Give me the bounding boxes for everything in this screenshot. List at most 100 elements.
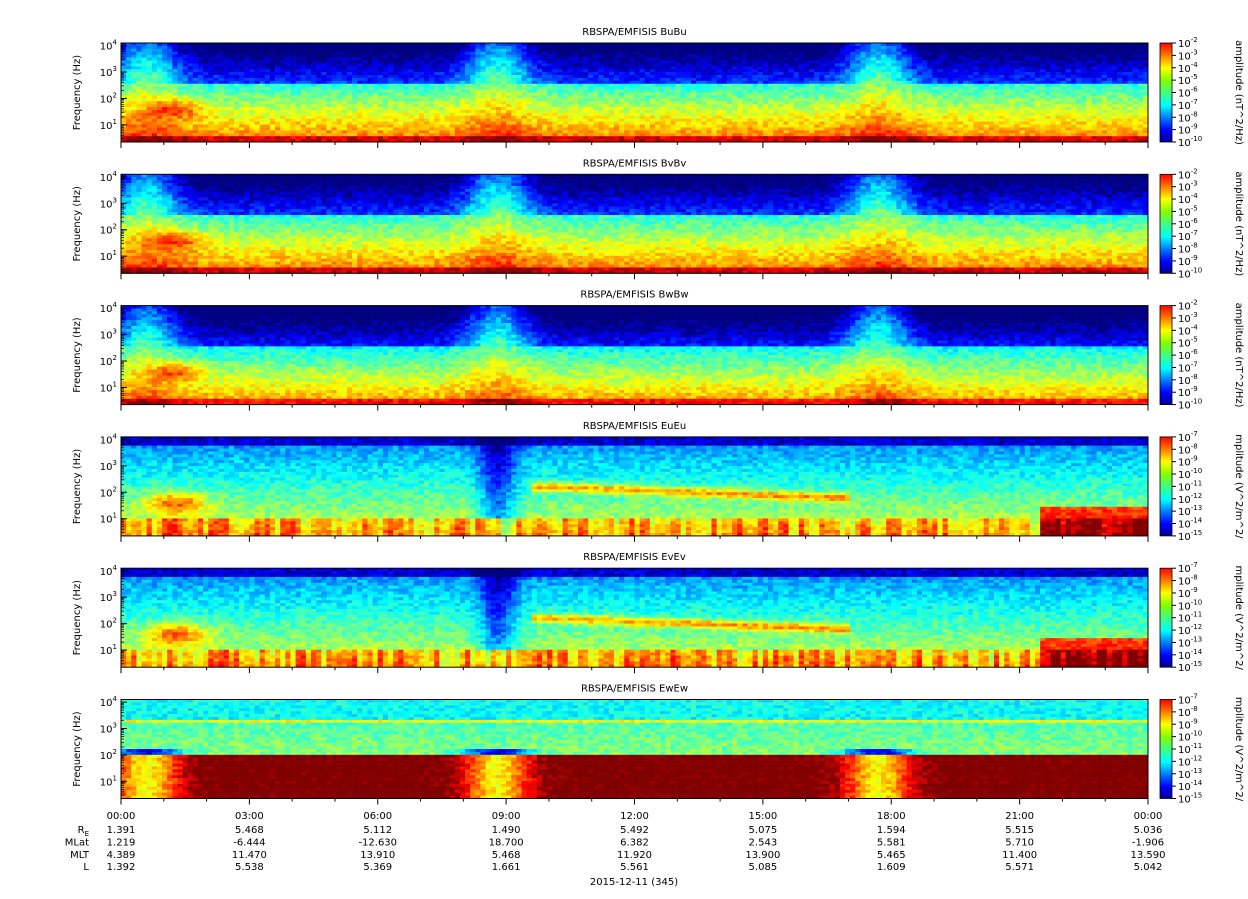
colorbar: [1160, 174, 1172, 273]
ephemeris-value: -12.630: [358, 837, 397, 848]
ephemeris-value: 11.920: [617, 850, 652, 861]
y-tick-label: 101: [100, 118, 117, 132]
spectrogram-image: [121, 306, 1148, 405]
y-tick-label: 102: [100, 748, 117, 762]
ephemeris-value: 2.543: [749, 837, 778, 848]
y-axis-label: Frequency (Hz): [72, 580, 83, 656]
spectrogram-panel: RBSPA/EMFISIS BwBw Frequency (Hz) 101 102 10…: [72, 290, 1244, 412]
ephemeris-value: 5.515: [1005, 825, 1034, 836]
y-tick-label: 102: [100, 223, 117, 237]
y-tick-label: 103: [100, 65, 117, 79]
y-tick-label: 104: [100, 564, 118, 578]
y-axis-label: Frequency (Hz): [72, 186, 83, 262]
colorbar-label: amplitude (nT^2/Hz): [1233, 171, 1244, 276]
colorbar-label: mplitude (V^2/m^2/: [1233, 434, 1244, 539]
ephemeris-value: 5.112: [363, 825, 392, 836]
spectrogram-image: [121, 700, 1148, 799]
panel-title: RBSPA/EMFISIS BvBv: [583, 158, 687, 169]
ephemeris-value: 5.468: [492, 850, 521, 861]
ephemeris-value: 1.391: [107, 825, 136, 836]
x-tick-label: 21:00: [1005, 811, 1034, 822]
colorbar-label: mplitude (V^2/m^2/: [1233, 566, 1244, 671]
panel-title: RBSPA/EMFISIS BuBu: [582, 27, 686, 38]
y-tick-label: 101: [100, 643, 117, 657]
spectrogram-panel: RBSPA/EMFISIS EvEv Frequency (Hz) 101 102 10…: [72, 552, 1244, 674]
colorbar-label: amplitude (nT^2/Hz): [1233, 303, 1244, 408]
ephemeris-row-label: MLat: [65, 837, 89, 848]
spectrogram-image: [121, 437, 1148, 536]
y-axis-label: Frequency (Hz): [72, 55, 83, 131]
y-tick-label: 104: [100, 301, 118, 315]
ephemeris-value: 5.561: [620, 862, 649, 873]
panel-title: RBSPA/EMFISIS BwBw: [580, 290, 688, 301]
y-tick-label: 104: [100, 695, 118, 709]
colorbar: [1160, 568, 1172, 667]
colorbar: [1160, 43, 1172, 142]
colorbar: [1160, 437, 1172, 536]
colorbar-tick-label: 10-15: [1178, 660, 1202, 674]
x-tick-label: 09:00: [492, 811, 521, 822]
y-tick-label: 102: [100, 354, 117, 368]
panel-title: RBSPA/EMFISIS EvEv: [583, 552, 686, 563]
ephemeris-value: 13.910: [360, 850, 395, 861]
ephemeris-value: 11.470: [232, 850, 267, 861]
ephemeris-value: 5.492: [620, 825, 649, 836]
y-tick-label: 103: [100, 590, 117, 604]
y-tick-label: 101: [100, 512, 117, 526]
ephemeris-value: 5.581: [877, 837, 906, 848]
panel-title: RBSPA/EMFISIS EwEw: [581, 684, 688, 695]
spectrogram-panel: RBSPA/EMFISIS BvBv Frequency (Hz) 101 102 10…: [72, 158, 1244, 280]
x-tick-label: 00:00: [1134, 811, 1163, 822]
colorbar-tick-label: 10-15: [1178, 792, 1202, 806]
y-tick-label: 104: [100, 433, 118, 447]
ephemeris-row-label: L: [83, 862, 89, 873]
ephemeris-value: 5.042: [1134, 862, 1163, 873]
y-axis-label: Frequency (Hz): [72, 449, 83, 525]
ephemeris-value: 11.400: [1002, 850, 1037, 861]
x-tick-label: 03:00: [235, 811, 264, 822]
y-axis-label: Frequency (Hz): [72, 317, 83, 393]
x-tick-label: 15:00: [748, 811, 777, 822]
colorbar-tick-label: 10-10: [1178, 266, 1202, 280]
spectrogram-image: [121, 174, 1148, 273]
colorbar: [1160, 306, 1172, 405]
date-label: 2015-12-11 (345): [590, 877, 678, 888]
x-tick-label: 12:00: [620, 811, 649, 822]
colorbar-tick-label: 10-10: [1178, 398, 1202, 412]
time-axis: 00:00 03:00 06:00 09:00 12:00 15:00 18:00 21:00…: [65, 811, 1166, 873]
spectrogram-image: [121, 568, 1148, 667]
ephemeris-value: 13.590: [1131, 850, 1166, 861]
x-tick-label: 18:00: [877, 811, 906, 822]
colorbar-label: amplitude (nT^2/Hz): [1233, 40, 1244, 145]
ephemeris-value: 1.661: [492, 862, 521, 873]
y-tick-label: 102: [100, 617, 117, 631]
y-tick-label: 101: [100, 380, 117, 394]
ephemeris-value: 5.075: [749, 825, 778, 836]
ephemeris-value: 1.392: [107, 862, 136, 873]
ephemeris-value: -6.444: [233, 837, 265, 848]
ephemeris-value: 13.900: [745, 850, 780, 861]
spectrogram-image: [121, 43, 1148, 142]
ephemeris-value: 4.389: [107, 850, 136, 861]
x-tick-label: 00:00: [107, 811, 136, 822]
ephemeris-value: 5.710: [1005, 837, 1034, 848]
y-tick-label: 103: [100, 459, 117, 473]
y-tick-label: 101: [100, 249, 117, 263]
ephemeris-value: 5.036: [1134, 825, 1163, 836]
colorbar-tick-label: 10-15: [1178, 529, 1202, 543]
ephemeris-value: 5.465: [877, 850, 906, 861]
ephemeris-value: 18.700: [489, 837, 524, 848]
ephemeris-value: 5.538: [235, 862, 264, 873]
colorbar-tick-label: 10-10: [1178, 135, 1202, 149]
ephemeris-row-label: RE: [78, 825, 89, 838]
ephemeris-value: 1.219: [107, 837, 136, 848]
y-tick-label: 103: [100, 196, 117, 210]
y-tick-label: 104: [100, 170, 118, 184]
ephemeris-value: 6.382: [620, 837, 649, 848]
ephemeris-value: 5.468: [235, 825, 264, 836]
x-tick-label: 06:00: [363, 811, 392, 822]
